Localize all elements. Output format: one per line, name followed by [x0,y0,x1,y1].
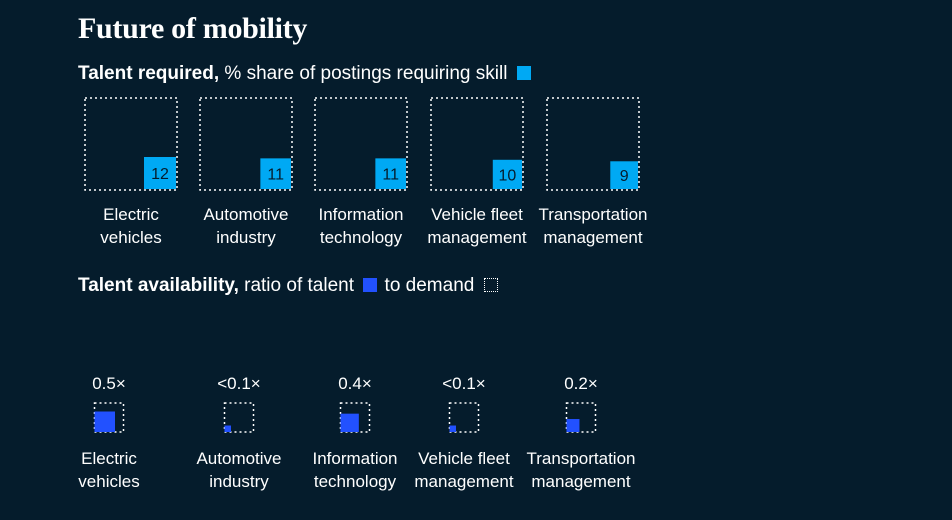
demand-frame [565,402,597,433]
required-legend-swatch [516,66,531,80]
demand-frame [223,402,255,433]
required-category-label: industry [216,228,276,247]
required-bar [144,157,176,189]
availability-value-label: 0.4× [338,374,372,393]
availability-category-label: industry [209,472,269,491]
required-frame [546,97,640,191]
required-frame [430,97,524,191]
required-bar [610,161,638,189]
talent-bar [566,419,580,432]
required-category-label: Electric [103,205,159,224]
talent-legend-swatch [363,278,378,292]
availability-category-label: vehicles [78,472,139,491]
required-value-label: 9 [620,168,629,185]
availability-value-label: 0.5× [92,374,126,393]
talent-bar [94,411,116,432]
required-category-label: Information [318,205,403,224]
required-category-label: technology [320,228,403,247]
availability-category-label: Information [312,449,397,468]
availability-category-label: management [414,472,514,491]
availability-value-label: 0.2× [564,374,598,393]
demand-sublabel: to demand [379,275,475,296]
required-bar [375,158,406,189]
required-bar [492,159,522,189]
availability-category-label: management [531,472,631,491]
talent-required-heading: Talent required, % share of postings req… [78,63,531,85]
required-category-label: management [427,228,527,247]
required-value-label: 10 [498,167,516,184]
required-value-label: 12 [151,166,169,183]
availability-category-label: Automotive [196,449,281,468]
required-value-label: 11 [382,167,399,184]
required-frame [199,97,293,191]
page-title: Future of mobility [78,12,308,45]
required-frame [84,97,178,191]
availability-category-label: Transportation [527,449,636,468]
required-value-label: 11 [267,167,284,184]
availability-value-label: <0.1× [217,374,261,393]
required-bar [260,158,291,189]
required-frame [314,97,408,191]
required-category-label: management [543,228,643,247]
talent-availability-heading: Talent availability, ratio of talent to … [78,275,498,297]
demand-frame [448,402,480,433]
talent-bar [449,425,456,432]
required-category-label: Automotive [203,205,288,224]
talent-availability-label: Talent availability, [78,275,239,296]
availability-category-label: Electric [81,449,137,468]
demand-legend-swatch [483,278,498,292]
talent-bar [224,425,231,432]
availability-category-label: technology [314,472,397,491]
talent-required-label: Talent required, [78,63,220,84]
talent-bar [340,413,359,432]
talent-required-sublabel: % share of postings requiring skill [219,63,508,84]
required-category-label: Vehicle fleet [431,205,523,224]
availability-value-label: <0.1× [442,374,486,393]
required-category-label: vehicles [100,228,161,247]
availability-category-label: Vehicle fleet [418,449,510,468]
required-category-label: Transportation [539,205,648,224]
talent-availability-sublabel: ratio of talent [238,275,354,296]
